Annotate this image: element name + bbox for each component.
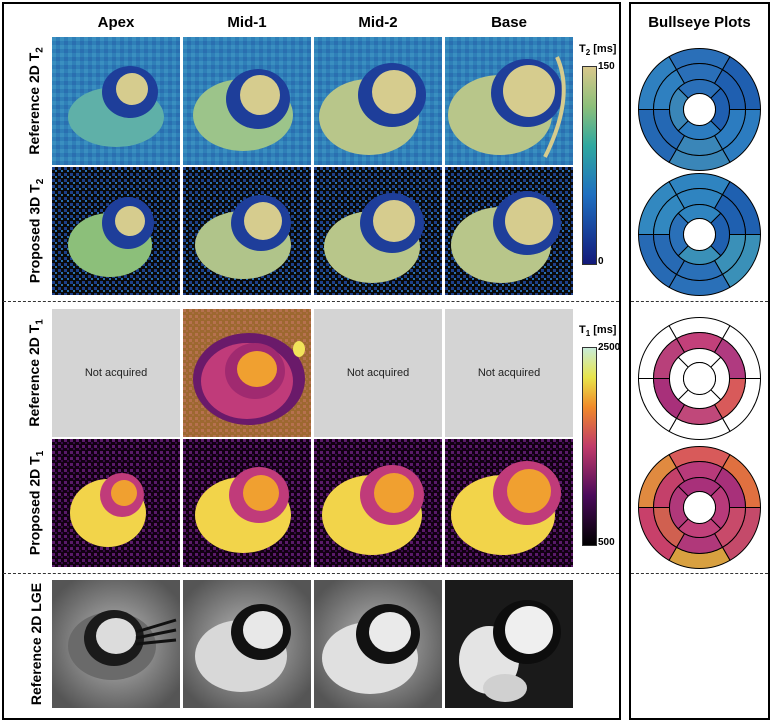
t1-colorbar-title: T1 [ms] [579, 324, 617, 339]
tile-ref-t1-base: Not acquired [445, 309, 573, 437]
tile-prop-t1-base [445, 439, 573, 567]
t2-colorbar-max: 150 [598, 61, 615, 72]
tile-ref-t2-base [445, 37, 573, 165]
column-header-mid-2: Mid-2 [358, 14, 398, 31]
bullseye-center [683, 218, 716, 251]
tile-ref-t2-mid1 [183, 37, 311, 165]
bullseye-prop-t1 [637, 446, 762, 569]
tile-prop-t2-mid1 [183, 167, 311, 295]
t1-colorbar [582, 347, 597, 546]
tile-prop-t1-apex [52, 439, 180, 567]
t2-colorbar [582, 66, 597, 265]
bullseye-title: Bullseye Plots [648, 14, 751, 31]
tile-lge-mid1 [183, 580, 311, 708]
t1-colorbar-max: 2500 [598, 342, 621, 353]
bullseye-ref-t1 [637, 317, 762, 440]
tile-prop-t1-mid2 [314, 439, 442, 567]
column-header-apex: Apex [97, 14, 135, 31]
bullseye-center [683, 93, 716, 126]
bullseye-ref-t2 [637, 48, 762, 171]
row-label-proposed-2d-t1: Proposed 2D T1 [26, 450, 46, 556]
t2-colorbar-title: T2 [ms] [579, 43, 617, 58]
tile-prop-t2-apex [52, 167, 180, 295]
tile-lge-base [445, 580, 573, 708]
tile-ref-t1-mid2: Not acquired [314, 309, 442, 437]
column-header-mid-1: Mid-1 [227, 14, 267, 31]
tile-prop-t2-mid2 [314, 167, 442, 295]
left-panel-frame [2, 2, 621, 720]
tile-ref-t2-apex [52, 37, 180, 165]
t2-colorbar-min: 0 [598, 256, 604, 267]
separator-right-t1-lge [631, 573, 768, 574]
tile-prop-t1-mid1 [183, 439, 311, 567]
tile-ref-t1-mid1 [183, 309, 311, 437]
tile-lge-apex [52, 580, 180, 708]
separator-right-t2-t1 [631, 301, 768, 302]
row-label-proposed-3d-t2: Proposed 3D T2 [26, 178, 46, 284]
t1-colorbar-min: 500 [598, 537, 615, 548]
bullseye-center [683, 362, 716, 395]
row-label-reference-2d-t2: Reference 2D T2 [26, 47, 46, 155]
row-label-reference-2d-t1: Reference 2D T1 [26, 319, 46, 427]
bullseye-prop-t2 [637, 173, 762, 296]
column-header-base: Base [491, 14, 527, 31]
tile-lge-mid2 [314, 580, 442, 708]
bullseye-center [683, 491, 716, 524]
tile-prop-t2-base [445, 167, 573, 295]
separator-t1-lge [3, 573, 619, 574]
tile-ref-t2-mid2 [314, 37, 442, 165]
right-panel-frame [629, 2, 770, 720]
tile-ref-t1-apex: Not acquired [52, 309, 180, 437]
separator-t2-t1 [3, 301, 619, 302]
row-label-reference-2d-lge: Reference 2D LGE [28, 582, 45, 706]
